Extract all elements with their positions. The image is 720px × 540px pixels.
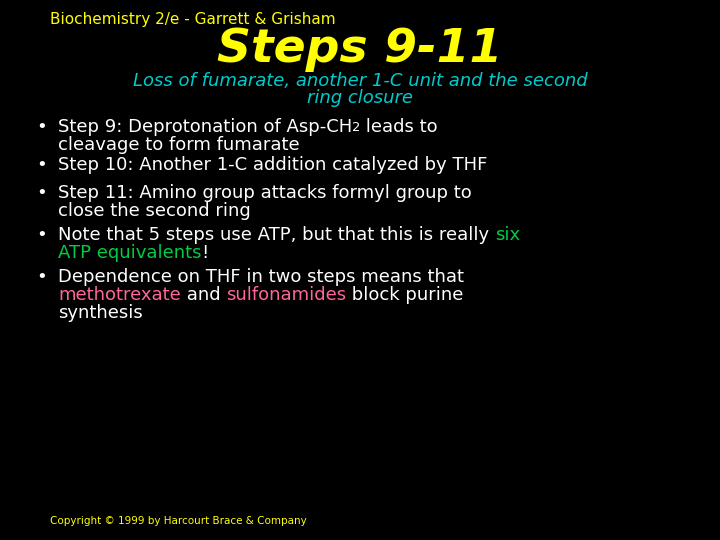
Text: Copyright © 1999 by Harcourt Brace & Company: Copyright © 1999 by Harcourt Brace & Com… [50, 516, 307, 526]
Text: Step 10: Another 1-C addition catalyzed by THF: Step 10: Another 1-C addition catalyzed … [58, 156, 487, 174]
Text: leads to: leads to [361, 118, 438, 136]
Text: ring closure: ring closure [307, 89, 413, 107]
Text: ATP equivalents: ATP equivalents [58, 244, 202, 262]
Text: •: • [36, 226, 47, 244]
Text: 2: 2 [352, 121, 361, 134]
Text: Note that 5 steps use ATP, but that this is really: Note that 5 steps use ATP, but that this… [58, 226, 495, 244]
Text: six: six [495, 226, 520, 244]
Text: sulfonamides: sulfonamides [226, 286, 346, 304]
Text: •: • [36, 268, 47, 286]
Text: Loss of fumarate, another 1-C unit and the second: Loss of fumarate, another 1-C unit and t… [132, 72, 588, 90]
Text: Biochemistry 2/e - Garrett & Grisham: Biochemistry 2/e - Garrett & Grisham [50, 12, 336, 27]
Text: Dependence on THF in two steps means that: Dependence on THF in two steps means tha… [58, 268, 464, 286]
Text: synthesis: synthesis [58, 304, 143, 322]
Text: •: • [36, 156, 47, 174]
Text: •: • [36, 184, 47, 202]
Text: Step 9: Deprotonation of Asp-CH: Step 9: Deprotonation of Asp-CH [58, 118, 352, 136]
Text: •: • [36, 118, 47, 136]
Text: block purine: block purine [346, 286, 464, 304]
Text: close the second ring: close the second ring [58, 202, 251, 220]
Text: Steps 9-11: Steps 9-11 [217, 27, 503, 72]
Text: and: and [181, 286, 226, 304]
Text: Step 11: Amino group attacks formyl group to: Step 11: Amino group attacks formyl grou… [58, 184, 472, 202]
Text: methotrexate: methotrexate [58, 286, 181, 304]
Text: !: ! [202, 244, 209, 262]
Text: cleavage to form fumarate: cleavage to form fumarate [58, 136, 300, 154]
